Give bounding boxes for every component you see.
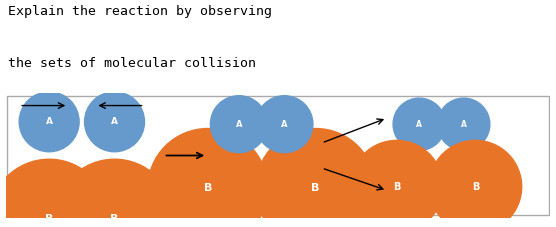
Text: A: A — [111, 117, 118, 126]
Ellipse shape — [429, 140, 522, 227]
Text: A: A — [236, 120, 242, 129]
Ellipse shape — [85, 92, 145, 152]
Text: A: A — [46, 117, 53, 126]
Ellipse shape — [438, 98, 490, 151]
Text: B: B — [45, 214, 53, 224]
Ellipse shape — [256, 128, 375, 227]
Ellipse shape — [256, 96, 313, 153]
Text: the sets of molecular collision: the sets of molecular collision — [8, 57, 256, 70]
Ellipse shape — [210, 96, 267, 153]
Text: B: B — [471, 182, 479, 192]
Text: A: A — [461, 120, 466, 129]
Ellipse shape — [350, 140, 443, 227]
Text: B: B — [311, 183, 320, 193]
Text: B: B — [110, 214, 119, 224]
Ellipse shape — [54, 159, 175, 227]
Text: A: A — [416, 120, 422, 129]
Ellipse shape — [0, 159, 109, 227]
Ellipse shape — [393, 98, 445, 151]
Text: Explain the reaction by observing: Explain the reaction by observing — [8, 5, 272, 18]
Text: A: A — [281, 120, 287, 129]
Ellipse shape — [19, 92, 79, 152]
Text: B: B — [203, 183, 212, 193]
Text: B: B — [393, 182, 400, 192]
Ellipse shape — [148, 128, 267, 227]
FancyBboxPatch shape — [7, 96, 549, 215]
